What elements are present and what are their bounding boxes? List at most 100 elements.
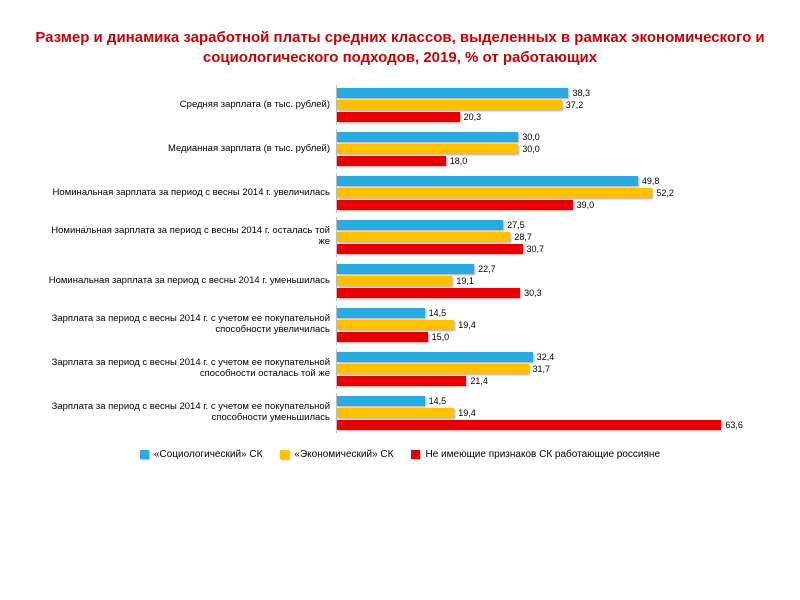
bar bbox=[337, 376, 466, 386]
category-label: Зарплата за период с весны 2014 г. с уче… bbox=[40, 314, 336, 336]
bar bbox=[337, 100, 562, 110]
bar-value-label: 32,4 bbox=[537, 352, 555, 362]
bar bbox=[337, 264, 474, 274]
bar-value-label: 30,0 bbox=[522, 144, 540, 154]
bar-value-label: 15,0 bbox=[432, 332, 450, 342]
legend-item: «Социологический» СК bbox=[140, 449, 262, 460]
bar bbox=[337, 156, 446, 166]
bar-value-label: 49,8 bbox=[642, 176, 660, 186]
bar-wrap: 30,0 bbox=[337, 131, 760, 143]
bar-value-label: 27,5 bbox=[507, 220, 525, 230]
bar-wrap: 52,2 bbox=[337, 187, 760, 199]
bar-group: 22,719,130,3 bbox=[336, 261, 760, 301]
bar-wrap: 27,5 bbox=[337, 219, 760, 231]
bar bbox=[337, 232, 510, 242]
legend-label: «Социологический» СК bbox=[154, 449, 262, 460]
bar-wrap: 22,7 bbox=[337, 263, 760, 275]
bar-value-label: 20,3 bbox=[464, 112, 482, 122]
bar-value-label: 39,0 bbox=[577, 200, 595, 210]
bar-wrap: 21,4 bbox=[337, 375, 760, 387]
bar bbox=[337, 200, 573, 210]
legend-item: Не имеющие признаков СК работающие росси… bbox=[411, 449, 660, 460]
bar-group: 30,0 30,0 18,0 bbox=[336, 129, 760, 169]
bar-value-label: 14,5 bbox=[429, 308, 447, 318]
category-label: Номинальная зарплата за период с весны 2… bbox=[40, 188, 336, 199]
bar-wrap: 30,3 bbox=[337, 287, 760, 299]
bar-wrap: 30,7 bbox=[337, 243, 760, 255]
chart-row: Номинальная зарплата за период с весны 2… bbox=[40, 173, 760, 213]
bar-group: 14,5 19,4 15,0 bbox=[336, 305, 760, 345]
bar-wrap: 38,3 bbox=[337, 87, 760, 99]
bar bbox=[337, 220, 503, 230]
bar-wrap: 31,7 bbox=[337, 363, 760, 375]
chart-row: Номинальная зарплата за период с весны 2… bbox=[40, 261, 760, 301]
bar bbox=[337, 308, 425, 318]
bar-wrap: 49,8 bbox=[337, 175, 760, 187]
bar bbox=[337, 132, 518, 142]
bar-group: 49,8 52,2 39,0 bbox=[336, 173, 760, 213]
bar-wrap: 18,0 bbox=[337, 155, 760, 167]
chart-title: Размер и динамика заработной платы средн… bbox=[0, 0, 800, 77]
bar bbox=[337, 352, 533, 362]
category-label: Зарплата за период с весны 2014 г. с уче… bbox=[40, 402, 336, 424]
bar-value-label: 18,0 bbox=[450, 156, 468, 166]
bar-chart: Средняя зарплата (в тыс. рублей)38,337,2… bbox=[0, 77, 800, 443]
bar-wrap: 32,4 bbox=[337, 351, 760, 363]
category-label: Медианная зарплата (в тыс. рублей) bbox=[40, 144, 336, 155]
bar-group: 14,5 19,4 63,6 bbox=[336, 393, 760, 433]
chart-row: Медианная зарплата (в тыс. рублей)30,030… bbox=[40, 129, 760, 169]
bar-wrap: 30,0 bbox=[337, 143, 760, 155]
legend-swatch bbox=[280, 450, 289, 459]
bar bbox=[337, 320, 454, 330]
bar-group: 32,4 31,7 21,4 bbox=[336, 349, 760, 389]
bar bbox=[337, 396, 425, 406]
bar-value-label: 30,3 bbox=[524, 288, 542, 298]
bar-wrap: 15,0 bbox=[337, 331, 760, 343]
category-label: Средняя зарплата (в тыс. рублей) bbox=[40, 100, 336, 111]
bar bbox=[337, 288, 520, 298]
bar-value-label: 38,3 bbox=[572, 88, 590, 98]
chart-row: Средняя зарплата (в тыс. рублей)38,337,2… bbox=[40, 85, 760, 125]
bar bbox=[337, 188, 652, 198]
bar-wrap: 39,0 bbox=[337, 199, 760, 211]
bar bbox=[337, 244, 523, 254]
bar-wrap: 37,2 bbox=[337, 99, 760, 111]
bar-value-label: 21,4 bbox=[470, 376, 488, 386]
bar-value-label: 19,4 bbox=[458, 320, 476, 330]
bar-wrap: 28,7 bbox=[337, 231, 760, 243]
bar-value-label: 52,2 bbox=[656, 188, 674, 198]
bar bbox=[337, 420, 721, 430]
bar bbox=[337, 364, 529, 374]
bar-group: 38,337,220,3 bbox=[336, 85, 760, 125]
bar bbox=[337, 88, 568, 98]
legend: «Социологический» СК «Экономический» СК Не… bbox=[0, 443, 800, 460]
chart-row: Зарплата за период с весны 2014 г. с уче… bbox=[40, 305, 760, 345]
chart-row: Зарплата за период с весны 2014 г. с уче… bbox=[40, 349, 760, 389]
bar bbox=[337, 112, 460, 122]
bar-value-label: 14,5 bbox=[429, 396, 447, 406]
category-label: Номинальная зарплата за период с весны 2… bbox=[40, 226, 336, 248]
bar bbox=[337, 276, 452, 286]
bar-wrap: 19,4 bbox=[337, 407, 760, 419]
bar-wrap: 20,3 bbox=[337, 111, 760, 123]
bar bbox=[337, 144, 518, 154]
bar-value-label: 19,4 bbox=[458, 408, 476, 418]
bar-wrap: 14,5 bbox=[337, 395, 760, 407]
category-label: Номинальная зарплата за период с весны 2… bbox=[40, 276, 336, 287]
bar-value-label: 30,0 bbox=[522, 132, 540, 142]
bar-value-label: 30,7 bbox=[527, 244, 545, 254]
legend-swatch bbox=[140, 450, 149, 459]
bar bbox=[337, 332, 428, 342]
category-label: Зарплата за период с весны 2014 г. с уче… bbox=[40, 358, 336, 380]
bar-wrap: 19,4 bbox=[337, 319, 760, 331]
bar-group: 27,528,730,7 bbox=[336, 217, 760, 257]
chart-row: Номинальная зарплата за период с весны 2… bbox=[40, 217, 760, 257]
chart-row: Зарплата за период с весны 2014 г. с уче… bbox=[40, 393, 760, 433]
legend-label: «Экономический» СК bbox=[294, 449, 393, 460]
bar-value-label: 63,6 bbox=[725, 420, 743, 430]
bar-value-label: 31,7 bbox=[533, 364, 551, 374]
bar bbox=[337, 176, 638, 186]
bar-wrap: 14,5 bbox=[337, 307, 760, 319]
bar-wrap: 19,1 bbox=[337, 275, 760, 287]
legend-swatch bbox=[411, 450, 420, 459]
